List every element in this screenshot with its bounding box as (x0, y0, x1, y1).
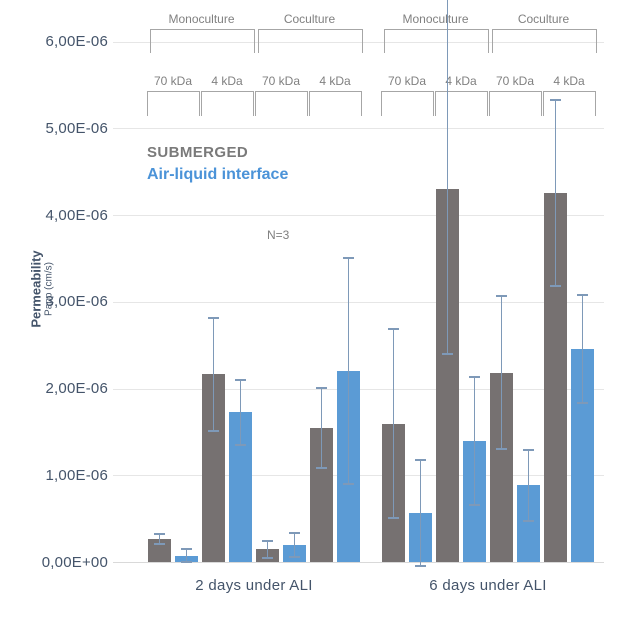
error-bar-line (447, 0, 448, 355)
error-bar-cap-bottom (577, 401, 588, 404)
error-bar-cap-bottom (415, 564, 426, 567)
error-bar-line (267, 540, 268, 559)
size-bracket (147, 91, 200, 116)
error-bar-line (294, 533, 295, 558)
error-bar-cap-bottom (550, 284, 561, 287)
size-bracket (489, 91, 542, 116)
size-bracket (381, 91, 434, 116)
culture-label: Coculture (283, 12, 336, 26)
culture-bracket (150, 29, 255, 53)
error-bar-line (348, 258, 349, 484)
error-bar-cap-top (235, 379, 246, 382)
bar-submerged (490, 372, 513, 563)
error-bar-cap-bottom (343, 482, 354, 485)
error-bar-line (582, 295, 583, 403)
error-bar-cap-top (262, 539, 273, 542)
sample-size-annotation: N=3 (267, 228, 290, 242)
legend-item-air-liquid-interface: Air-liquid interface (147, 166, 289, 183)
bar-air-liquid-interface (229, 412, 252, 563)
culture-label: Monoculture (402, 12, 469, 26)
error-bar-line (555, 100, 556, 286)
gridline (113, 128, 604, 130)
size-label: 70 kDa (495, 74, 535, 88)
size-label: 4 kDa (319, 74, 351, 88)
error-bar-line (393, 329, 394, 519)
gridline (113, 41, 604, 43)
error-bar-cap-bottom (235, 443, 246, 446)
bar-submerged (202, 374, 225, 563)
error-bar-cap-top (208, 316, 219, 319)
error-bar-cap-top (496, 295, 507, 298)
error-bar-cap-top (469, 375, 480, 378)
error-bar-line (321, 388, 322, 468)
error-bar-cap-bottom (154, 543, 165, 546)
bar-submerged (310, 428, 333, 563)
error-bar-cap-top (523, 448, 534, 451)
bar-submerged (544, 192, 567, 563)
error-bar-cap-bottom (262, 557, 273, 560)
culture-label: Monoculture (168, 12, 235, 26)
error-bar-cap-bottom (388, 517, 399, 520)
bar-air-liquid-interface (517, 485, 540, 563)
legend-item-submerged: SUBMERGED (147, 144, 249, 161)
error-bar-line (240, 380, 241, 445)
size-label: 4 kDa (553, 74, 585, 88)
size-label: 4 kDa (445, 74, 477, 88)
bar-air-liquid-interface (571, 349, 594, 563)
error-bar-cap-bottom (316, 466, 327, 469)
size-bracket (435, 91, 488, 116)
error-bar-cap-bottom (523, 519, 534, 522)
error-bar-cap-top (577, 294, 588, 297)
error-bar-cap-top (154, 532, 165, 535)
size-bracket (255, 91, 308, 116)
gridline (113, 301, 604, 303)
size-bracket (201, 91, 254, 116)
error-bar-cap-top (289, 532, 300, 534)
y-tick-label: 1,00E-06 (45, 466, 108, 484)
culture-bracket (492, 29, 597, 53)
bar-submerged (436, 188, 459, 563)
error-bar-line (213, 317, 214, 431)
size-label: 70 kDa (387, 74, 427, 88)
size-label: 70 kDa (153, 74, 193, 88)
error-bar-line (501, 296, 502, 449)
gridline (113, 562, 604, 563)
bar-submerged (148, 539, 171, 563)
error-bar-line (474, 376, 475, 506)
error-bar-cap-top (181, 548, 192, 551)
x-group-label-2-days: 2 days under ALI (195, 577, 313, 594)
y-tick-label: 2,00E-06 (45, 380, 108, 397)
x-group-label-6-days: 6 days under ALI (429, 577, 547, 594)
error-bar-line (159, 533, 160, 545)
y-tick-label: 3,00E-06 (45, 293, 108, 311)
error-bar-cap-top (343, 257, 354, 259)
size-bracket (543, 91, 596, 116)
size-bracket (309, 91, 362, 116)
y-tick-label: 0,00E+00 (41, 553, 108, 571)
error-bar-cap-bottom (496, 447, 507, 450)
size-label: 70 kDa (261, 74, 301, 88)
error-bar-cap-top (550, 99, 561, 102)
error-bar-line (186, 549, 187, 562)
error-bar-line (528, 449, 529, 521)
culture-bracket (258, 29, 363, 53)
y-tick-label: 6,00E-06 (45, 33, 108, 50)
gridline (113, 215, 604, 216)
error-bar-cap-bottom (469, 504, 480, 507)
error-bar-cap-top (415, 459, 426, 462)
error-bar-line (420, 460, 421, 566)
y-tick-label: 5,00E-06 (45, 119, 108, 137)
culture-label: Coculture (517, 12, 570, 26)
error-bar-cap-bottom (289, 556, 300, 559)
error-bar-cap-bottom (208, 429, 219, 432)
error-bar-cap-bottom (181, 560, 192, 563)
error-bar-cap-bottom (442, 353, 453, 356)
size-label: 4 kDa (211, 74, 243, 88)
error-bar-cap-top (316, 387, 327, 390)
culture-bracket (384, 29, 489, 53)
y-tick-label: 4,00E-06 (45, 206, 108, 224)
error-bar-cap-top (388, 328, 399, 331)
